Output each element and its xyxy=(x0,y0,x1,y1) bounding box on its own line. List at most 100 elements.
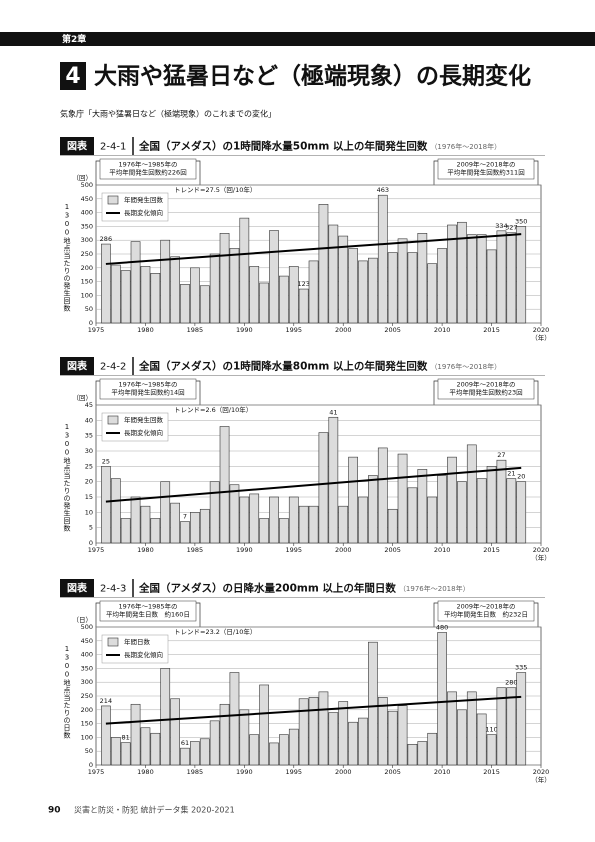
y-tick-label: 300 xyxy=(81,236,93,244)
bar xyxy=(516,481,527,544)
chart-title: 全国（アメダス）の1時間降水量80mm 以上の年間発生回数 xyxy=(138,360,428,373)
chart-subtitle: （1976年～2018年） xyxy=(430,362,501,371)
bar xyxy=(279,275,289,324)
bar xyxy=(199,738,210,766)
bar xyxy=(506,232,517,324)
bar xyxy=(249,734,260,766)
value-label: 41 xyxy=(329,408,337,416)
y-tick-label: 0 xyxy=(89,539,93,547)
bar xyxy=(160,668,171,766)
bar xyxy=(239,217,250,324)
x-tick-label: 2020 xyxy=(533,768,550,776)
bar xyxy=(377,447,388,544)
bar xyxy=(298,288,309,324)
annotation-text: 平均年間発生回数約226回 xyxy=(109,168,186,177)
section-number: 4 xyxy=(65,64,80,89)
bar xyxy=(516,226,527,324)
bar xyxy=(338,701,349,766)
x-unit: （年） xyxy=(531,775,551,784)
y-tick-label: 450 xyxy=(81,637,93,645)
y-tick-label: 15 xyxy=(85,493,93,501)
bar xyxy=(150,518,161,544)
y-tick-label: 400 xyxy=(81,209,93,217)
x-tick-label: 1985 xyxy=(187,546,204,554)
x-tick-label: 1975 xyxy=(88,326,105,334)
bar xyxy=(496,459,507,544)
bar xyxy=(308,505,319,544)
x-unit: （年） xyxy=(531,333,551,342)
legend-label: 年間発生回数 xyxy=(124,195,164,204)
bar xyxy=(348,248,358,324)
bar xyxy=(180,747,190,766)
bar xyxy=(358,717,368,766)
bar xyxy=(110,737,121,766)
label-box xyxy=(60,357,94,375)
y-tick-label: 200 xyxy=(81,706,93,714)
x-tick-label: 1990 xyxy=(236,546,253,554)
bar xyxy=(130,703,141,766)
y-tick-label: 25 xyxy=(85,462,93,470)
plot-area xyxy=(95,404,542,544)
x-unit: （年） xyxy=(531,553,551,562)
annotation-text: 平均年間発生日数 約232日 xyxy=(444,610,528,619)
y-tick-label: 350 xyxy=(81,222,93,230)
bar xyxy=(269,742,279,766)
x-tick-label: 2000 xyxy=(335,326,352,334)
value-label: 463 xyxy=(377,186,389,194)
bar xyxy=(249,493,260,544)
x-tick-label: 2000 xyxy=(335,768,352,776)
bar xyxy=(269,496,279,544)
bar xyxy=(101,466,111,544)
bar xyxy=(259,518,269,544)
legend-label: 年間日数 xyxy=(124,637,151,646)
y-tick-label: 500 xyxy=(81,623,93,631)
annotation-text: 2009年～2018年の xyxy=(456,160,515,169)
bar xyxy=(417,741,428,766)
trend-text: トレンド=27.5（回/10年） xyxy=(174,185,256,194)
bar xyxy=(476,234,487,324)
bar xyxy=(279,734,289,766)
legend-label: 長期変化傾向 xyxy=(124,208,163,217)
y-tick-label: 0 xyxy=(89,761,93,769)
bar xyxy=(447,224,457,324)
figure-id: 2-4-1 xyxy=(100,142,126,153)
bar xyxy=(486,734,497,766)
y-unit: （回） xyxy=(73,174,93,182)
value-label: 21 xyxy=(507,470,515,478)
y-tick-label: 100 xyxy=(81,733,93,741)
value-label: 25 xyxy=(102,457,110,465)
x-tick-label: 1985 xyxy=(187,768,204,776)
y-unit: （回） xyxy=(73,394,93,402)
bar xyxy=(466,691,477,766)
bar xyxy=(140,505,151,544)
chart-subtitle: （1976年～2018年） xyxy=(430,142,501,151)
page-title: 大雨や猛暑日など（極端現象）の長期変化 xyxy=(94,63,531,90)
y-tick-label: 450 xyxy=(81,195,93,203)
bar xyxy=(249,266,260,324)
bar xyxy=(328,416,339,544)
y-tick-label: 100 xyxy=(81,291,93,299)
bar xyxy=(437,248,447,324)
bar xyxy=(486,466,497,544)
trend-line xyxy=(105,233,522,265)
bar xyxy=(318,204,329,324)
bar xyxy=(447,691,457,766)
bar xyxy=(298,698,309,766)
legend-swatch xyxy=(107,195,119,205)
annotation-text: 1976年～1985年の xyxy=(118,160,177,169)
annotation-box xyxy=(99,600,197,622)
chapter-bar xyxy=(0,32,595,46)
x-tick-label: 1975 xyxy=(88,768,105,776)
y-axis-label: 1300地点当たりの発生回数 xyxy=(63,203,71,313)
bar xyxy=(457,221,467,324)
bar xyxy=(338,235,349,324)
y-tick-label: 350 xyxy=(81,664,93,672)
bar xyxy=(199,508,210,544)
bar xyxy=(417,233,428,324)
figure-label: 図表 xyxy=(67,140,88,153)
y-tick-label: 500 xyxy=(81,181,93,189)
bar xyxy=(229,248,240,324)
bar xyxy=(308,260,319,324)
page-number: 90 xyxy=(48,806,61,816)
